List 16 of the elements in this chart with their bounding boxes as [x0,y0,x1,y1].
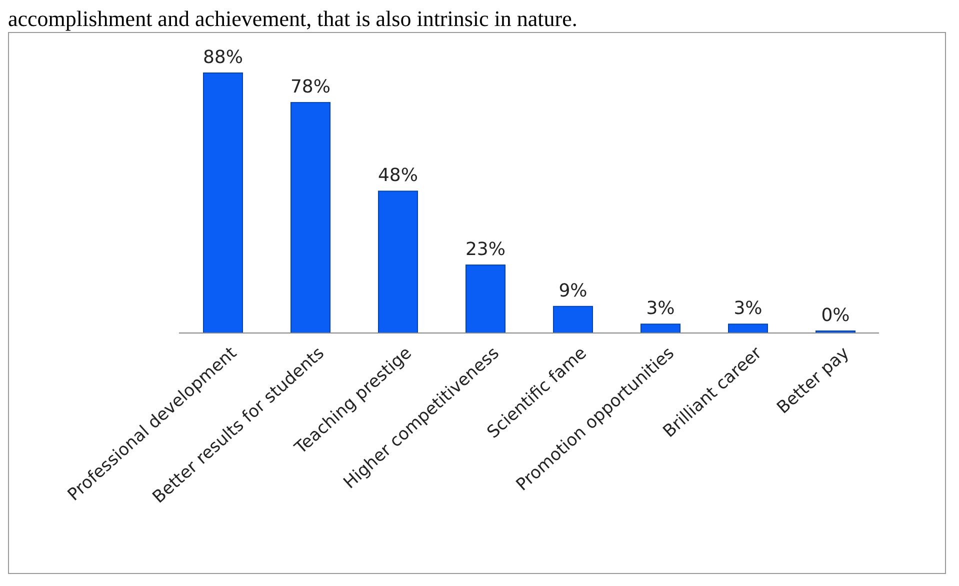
bar [290,102,330,334]
bar [728,324,768,334]
data-label: 48% [378,165,418,186]
data-label: 88% [202,47,244,68]
data-label: 78% [290,76,331,98]
bar [203,72,243,334]
bar [553,306,593,334]
bar [640,324,680,334]
bar [466,264,506,334]
data-label: 0% [821,305,850,326]
data-label: 3% [734,298,762,320]
text: accomplishment and achievement, that is also intrinsic in nature. [8,6,578,31]
data-label: 3% [646,298,675,320]
data-label: 23% [465,239,506,260]
bar [378,190,418,334]
data-label: 9% [558,280,588,302]
